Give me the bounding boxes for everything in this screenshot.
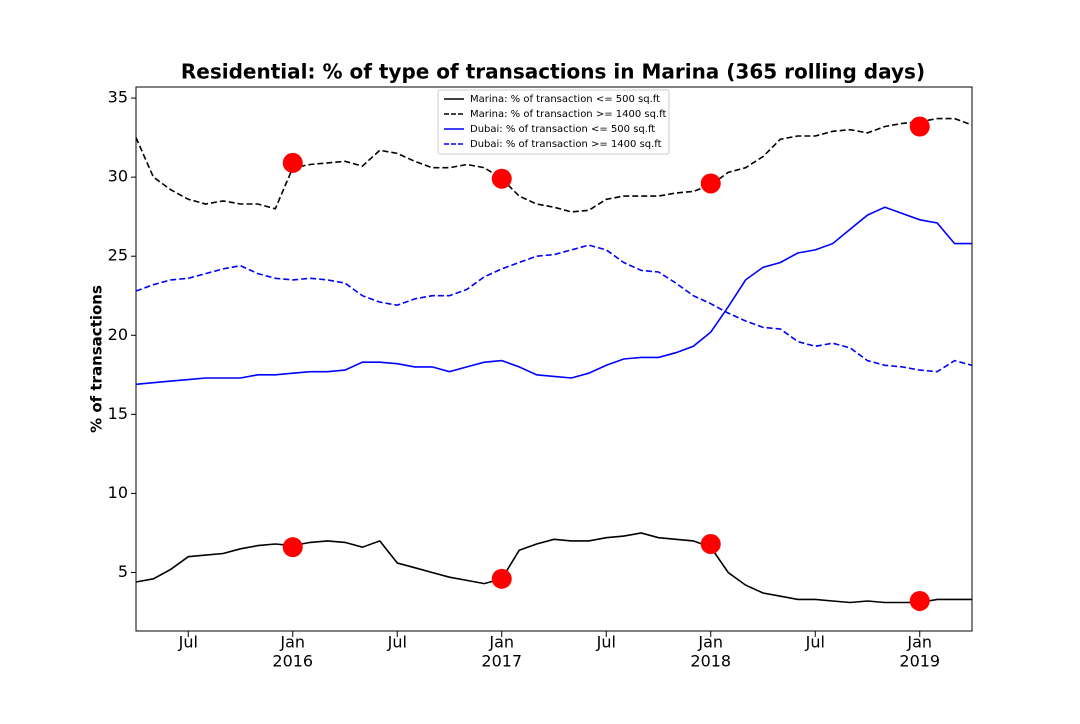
legend-label: Marina: % of transaction <= 500 sq.ft [470, 94, 660, 105]
y-axis-label: % of transactions [88, 285, 106, 433]
legend-box [437, 89, 670, 155]
y-tick-label: 5 [118, 562, 128, 581]
highlight-marker [700, 173, 721, 194]
highlight-marker [282, 537, 303, 558]
x-tick-label: Jul [596, 633, 616, 652]
y-tick-label: 35 [108, 88, 128, 107]
y-tick-label: 15 [108, 404, 128, 423]
legend-label: Marina: % of transaction >= 1400 sq.ft [470, 109, 666, 120]
x-tick-label: Jul [805, 633, 825, 652]
y-tick-label: 10 [108, 483, 128, 502]
series-line [135, 117, 973, 213]
series-line [135, 244, 973, 373]
series-line [135, 206, 972, 386]
highlight-marker [909, 116, 930, 137]
highlight-marker [491, 168, 512, 189]
x-tick-year: 2017 [481, 652, 522, 671]
x-tick-label: Jul [387, 633, 407, 652]
x-tick-year: 2019 [899, 652, 940, 671]
y-tick-label: 20 [108, 325, 128, 344]
x-tick-label: Jan [697, 633, 723, 652]
chart-title: Residential: % of type of transactions i… [181, 60, 925, 84]
y-tick-label: 30 [108, 167, 128, 186]
x-tick-label: Jan [906, 633, 932, 652]
x-tick-label: Jul [178, 633, 198, 652]
x-tick-year: 2018 [690, 652, 731, 671]
legend-label: Dubai: % of transaction <= 500 sq.ft [470, 124, 655, 135]
highlight-marker [909, 590, 930, 611]
series-line [135, 532, 972, 604]
x-tick-label: Jan [488, 633, 514, 652]
legend-label: Dubai: % of transaction >= 1400 sq.ft [470, 139, 662, 150]
plot-frame [135, 86, 973, 632]
x-tick-year: 2016 [272, 652, 313, 671]
highlight-marker [282, 152, 303, 173]
highlight-marker [700, 534, 721, 555]
x-tick-label: Jan [279, 633, 305, 652]
highlight-marker [491, 568, 512, 589]
y-tick-label: 25 [108, 246, 128, 265]
